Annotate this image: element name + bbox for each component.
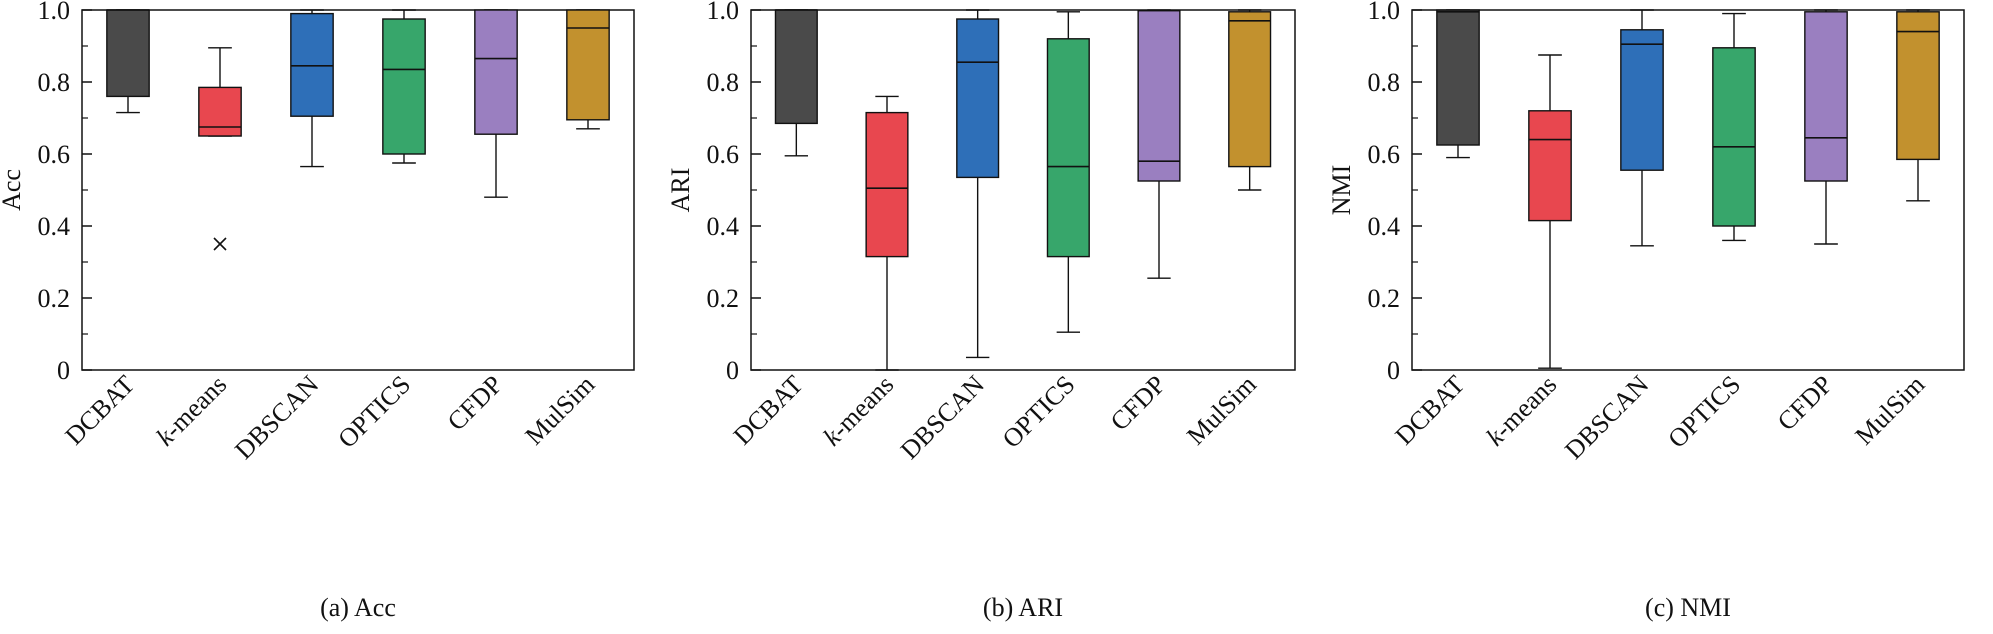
box-iqr: [1137, 10, 1181, 182]
box-DBSCAN: [956, 9, 1000, 359]
y-tick-label: 0.8: [707, 68, 740, 97]
box-iqr: [1228, 11, 1272, 168]
y-tick-label: 0.6: [38, 140, 71, 169]
y-tick-label: 0: [57, 356, 70, 385]
box-k-means: [1528, 54, 1572, 369]
x-category-label: CFDP: [442, 370, 509, 437]
box-k-means: [198, 47, 242, 137]
box-iqr: [106, 9, 150, 98]
box-CFDP: [474, 9, 518, 198]
y-tick-label: 1.0: [1368, 0, 1401, 25]
box-iqr: [198, 86, 242, 137]
y-tick-label: 0.2: [38, 284, 71, 313]
box-CFDP: [1137, 9, 1181, 279]
box-OPTICS: [1712, 12, 1756, 242]
x-category-label: OPTICS: [332, 370, 416, 454]
box-iqr: [1896, 11, 1940, 161]
box-iqr: [865, 111, 909, 258]
y-tick-label: 0: [726, 356, 739, 385]
box-k-means: [865, 95, 909, 371]
box-CFDP: [1804, 9, 1848, 245]
y-tick-label: 0.6: [707, 140, 740, 169]
box-iqr: [382, 18, 426, 155]
x-category-label: MulSim: [1849, 370, 1930, 451]
panel-caption: (a) Acc: [320, 593, 396, 622]
y-tick-label: 0.4: [707, 212, 740, 241]
box-DCBAT: [774, 9, 818, 157]
box-iqr: [566, 9, 610, 121]
box-DCBAT: [1436, 9, 1480, 159]
x-category-label: DCBAT: [728, 370, 809, 451]
y-tick-label: 0.4: [1368, 212, 1401, 241]
box-iqr: [290, 12, 334, 117]
box-DBSCAN: [290, 9, 334, 168]
y-tick-label: 1.0: [38, 0, 71, 25]
box-iqr: [1436, 9, 1480, 146]
x-category-label: DBSCAN: [229, 370, 324, 465]
box-MulSim: [1896, 9, 1940, 202]
y-tick-label: 0.2: [1368, 284, 1401, 313]
panel-caption: (b) ARI: [983, 593, 1063, 622]
y-tick-label: 0: [1387, 356, 1400, 385]
x-category-label: OPTICS: [1662, 370, 1746, 454]
box-DCBAT: [106, 9, 150, 114]
y-tick-label: 1.0: [707, 0, 740, 25]
x-category-label: CFDP: [1772, 370, 1839, 437]
box-DBSCAN: [1620, 9, 1664, 247]
y-tick-label: 0.8: [1368, 68, 1401, 97]
y-tick-label: 0.2: [707, 284, 740, 313]
x-category-label: MulSim: [519, 370, 600, 451]
box-MulSim: [1228, 9, 1272, 191]
x-category-label: k-means: [817, 370, 899, 452]
plot-frame: [750, 9, 1296, 371]
y-tick-label: 0.8: [38, 68, 71, 97]
box-iqr: [956, 18, 1000, 179]
panel-caption: (c) NMI: [1645, 593, 1731, 622]
box-OPTICS: [1046, 11, 1090, 333]
y-axis-label: NMI: [1327, 165, 1356, 216]
plot-frame: [1411, 9, 1965, 371]
x-category-label: OPTICS: [997, 370, 1081, 454]
plot-frame: [81, 9, 635, 371]
box-iqr: [1620, 29, 1664, 171]
x-category-label: DCBAT: [1389, 370, 1470, 451]
x-category-label: MulSim: [1181, 370, 1262, 451]
x-category-label: k-means: [150, 370, 232, 452]
x-category-label: DBSCAN: [1559, 370, 1654, 465]
box-MulSim: [566, 9, 610, 130]
outlier-marker: [213, 237, 227, 251]
x-category-label: k-means: [1480, 370, 1562, 452]
box-iqr: [1046, 38, 1090, 258]
box-OPTICS: [382, 9, 426, 164]
y-axis-label: ARI: [666, 168, 695, 213]
x-category-label: DBSCAN: [895, 370, 990, 465]
y-tick-label: 0.6: [1368, 140, 1401, 169]
box-iqr: [774, 9, 818, 125]
box-iqr: [1528, 110, 1572, 222]
x-category-label: CFDP: [1105, 370, 1172, 437]
y-axis-label: Acc: [0, 169, 26, 211]
y-tick-label: 0.4: [38, 212, 71, 241]
box-iqr: [1804, 11, 1848, 182]
box-iqr: [1712, 47, 1756, 227]
x-category-label: DCBAT: [59, 370, 140, 451]
box-iqr: [474, 9, 518, 135]
